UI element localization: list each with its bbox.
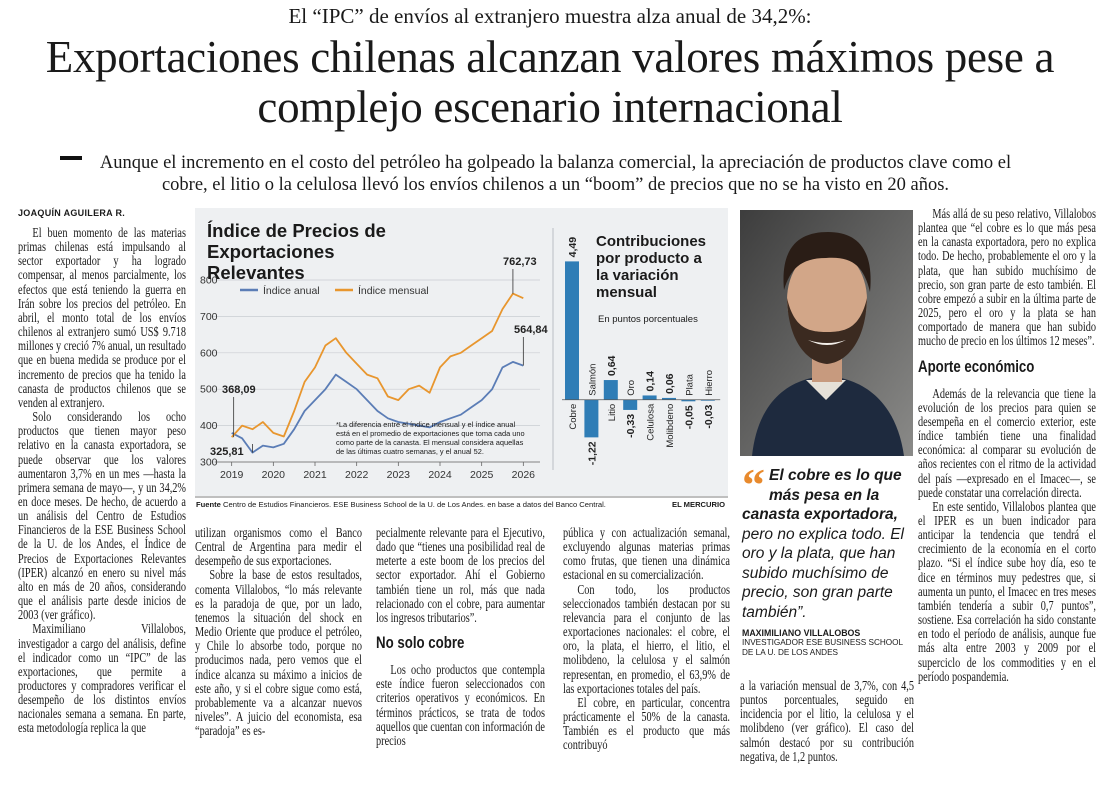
x-tick-label: 2023 [387, 469, 411, 481]
paragraph: pública y con actualización semanal, exc… [563, 526, 730, 583]
category-label: Oro [626, 380, 637, 396]
column-inner: Más allá de su peso relativo, Villalobos… [918, 207, 1096, 684]
y-tick-label: 400 [200, 420, 218, 432]
y-tick-label: 800 [200, 275, 218, 287]
legend-label: Índice mensual [358, 284, 429, 297]
category-label: Cobre [568, 404, 579, 430]
x-tick-label: 2019 [220, 469, 244, 481]
x-tick-label: 2026 [512, 469, 536, 481]
quote-strong: El cobre es lo que más pesa en la canast… [742, 467, 902, 523]
y-tick-label: 300 [200, 457, 218, 469]
value-label: -0,03 [703, 405, 715, 429]
value-label: 0,64 [606, 355, 618, 376]
y-tick-label: 600 [200, 347, 218, 359]
x-tick-label: 2021 [303, 469, 327, 481]
kicker: El “IPC” de envíos al extranjero muestra… [288, 4, 812, 28]
chart-subtitle: En puntos porcentuales [598, 314, 698, 325]
text-column: a la variación mensual de 3,7%, con 4,5 … [740, 679, 914, 794]
x-tick-label: 2020 [262, 469, 286, 481]
column-inner: utilizan organismos como el Banco Centra… [195, 526, 362, 738]
bar [603, 380, 618, 400]
chart-title: Contribuciones por producto a la variaci… [596, 233, 707, 301]
value-label: 0,14 [645, 371, 657, 392]
y-tick-label: 700 [200, 311, 218, 323]
value-label: -0,33 [625, 414, 637, 438]
column-inner: pública y con actualización semanal, exc… [563, 526, 730, 753]
annotation-label: 564,84 [514, 324, 549, 336]
source: Fuente Centro de Estudios Financieros. E… [196, 500, 616, 509]
paragraph: Además de la relevancia que tiene la evo… [918, 385, 1096, 500]
text-column: pública y con actualización semanal, exc… [563, 526, 730, 794]
text-column: El buen momento de las materias primas c… [18, 226, 186, 794]
paragraph: Solo considerando los ocho productos que… [18, 409, 186, 623]
text-column: utilizan organismos como el Banco Centra… [195, 526, 362, 794]
category-label: Plata [684, 373, 695, 395]
quote-mark: “ [742, 459, 765, 510]
caption-role: INVESTIGADOR ESE BUSINESS SCHOOL DE LA U… [742, 638, 903, 657]
subheading: Aporte económico [918, 356, 1035, 376]
brand: EL MERCURIO [672, 500, 726, 509]
category-label: Celulosa [646, 403, 657, 441]
paragraph: En este sentido, Villalobos plantea que … [918, 498, 1096, 684]
bar [565, 261, 579, 400]
quote-rest: pero no explica todo. El oro y la plata,… [742, 525, 904, 621]
bar [584, 399, 599, 438]
headline: Exportaciones chilenas alcanzan valores … [45, 32, 1055, 132]
annotation-label: 762,73 [503, 256, 537, 268]
value-label: 4,49 [567, 237, 579, 258]
category-label: Litio [607, 404, 618, 421]
legend-label: Índice anual [263, 284, 320, 297]
x-tick-label: 2024 [428, 469, 452, 481]
bar [700, 399, 715, 401]
paragraph: a la variación mensual de 3,7%, con 4,5 … [740, 679, 914, 764]
column-inner: El buen momento de las materias primas c… [18, 226, 186, 736]
value-label: -1,22 [586, 441, 598, 465]
paragraph: Sobre la base de estos resultados, comen… [195, 567, 362, 739]
bar [642, 395, 657, 400]
category-label: Salmón [587, 364, 598, 396]
deck-bar [60, 156, 82, 160]
text-column: Más allá de su peso relativo, Villalobos… [918, 207, 1096, 794]
paragraph: Los ocho productos que contempla este ín… [376, 662, 545, 748]
line-series [231, 361, 524, 454]
paragraph: pecialmente relevante para el Ejecutivo,… [376, 526, 545, 625]
bar [662, 397, 676, 400]
x-tick-label: 2025 [470, 469, 494, 481]
chart-title: Índice de Precios de Exportaciones Relev… [207, 220, 386, 283]
paragraph: Más allá de su peso relativo, Villalobos… [918, 207, 1096, 349]
annotation-label: 368,09 [222, 384, 256, 396]
line-series [231, 292, 524, 438]
category-label: Hierro [704, 370, 715, 396]
source-text: Centro de Estudios Financieros. ESE Busi… [223, 500, 606, 509]
pull-quote: “El cobre es lo que más pesa en la canas… [742, 459, 910, 622]
column-inner: a la variación mensual de 3,7%, con 4,5 … [740, 679, 914, 764]
annotation-label: 325,81 [210, 446, 244, 458]
paragraph: utilizan organismos como el Banco Centra… [195, 526, 362, 569]
text-column: pecialmente relevante para el Ejecutivo,… [376, 526, 545, 794]
value-label: 0,06 [664, 373, 676, 394]
chart-note: *La diferencia entre el índice mensual y… [336, 420, 525, 456]
value-label: -0,05 [683, 405, 695, 429]
byline: JOAQUÍN AGUILERA R. [18, 208, 126, 218]
photo-caption: MAXIMILIANO VILLALOBOS INVESTIGADOR ESE B… [742, 628, 912, 658]
caption-name: MAXIMILIANO VILLALOBOS [742, 628, 861, 638]
source-label: Fuente [196, 500, 221, 509]
paragraph: El cobre, en particular, concentra práct… [563, 694, 730, 753]
subheading: No solo cobre [376, 633, 465, 653]
x-tick-label: 2022 [345, 469, 369, 481]
column-inner: pecialmente relevante para el Ejecutivo,… [376, 526, 545, 748]
bar [623, 399, 638, 410]
deck: Aunque el incremento en el costo del pet… [99, 153, 1012, 195]
portrait [740, 210, 913, 456]
category-label: Molibdeno [665, 404, 676, 448]
paragraph: Maximiliano Villalobos, investigador a c… [18, 621, 186, 736]
paragraph: El buen momento de las materias primas c… [18, 226, 186, 410]
bar [681, 399, 696, 402]
y-tick-label: 500 [200, 384, 218, 396]
paragraph: Con todo, los productos seleccionados ta… [563, 581, 730, 696]
